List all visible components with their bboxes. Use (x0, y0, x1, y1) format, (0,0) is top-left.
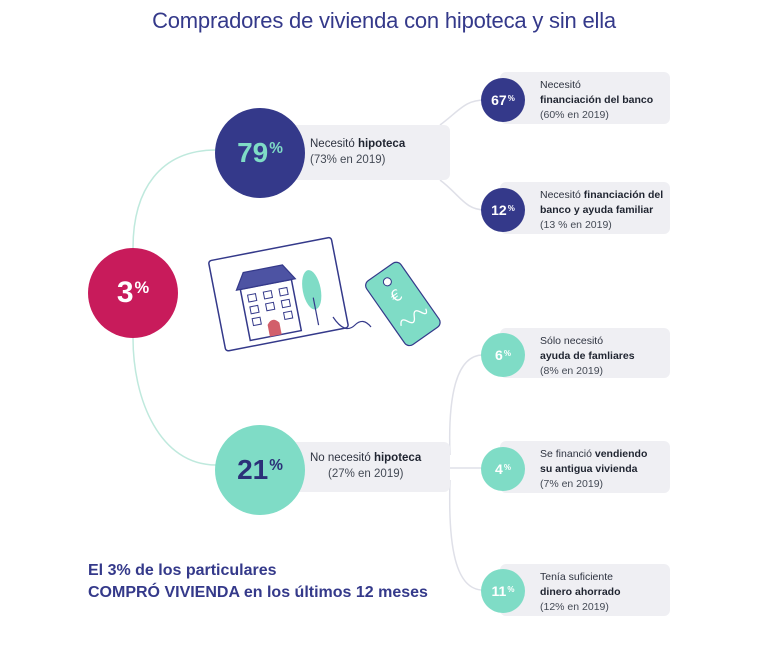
connector-79-67 (439, 99, 486, 126)
no-mortgage-sub: (27% en 2019) (328, 468, 404, 480)
sold-home-line1-strong: vendiendo (594, 448, 648, 460)
family-help-box: Sólo necesitó ayuda de famliares (8% en … (500, 328, 670, 378)
bank-family-line1-strong: financiación del (583, 189, 664, 201)
summary-line2-rest: en los últimos 12 meses (239, 584, 428, 601)
mortgage-unit: % (269, 140, 283, 158)
family-help-value: 6 (495, 347, 503, 363)
savings-circle: 11% (481, 569, 525, 613)
bank-financing-value: 67 (491, 92, 507, 108)
sold-home-line2: su antigua vivienda (540, 463, 638, 475)
bank-financing-line1: Necesitó (540, 79, 581, 91)
connector-root-79 (132, 149, 217, 249)
family-help-line2: ayuda de famliares (540, 350, 635, 362)
no-mortgage-label-strong: hipoteca (373, 452, 422, 464)
mortgage-label: Necesitó hipoteca (310, 136, 450, 152)
summary-line2-strong: COMPRÓ VIVIENDA (88, 584, 240, 601)
no-mortgage-label: No necesitó hipoteca (310, 450, 450, 466)
bank-financing-box: Necesitó financiación del banco (60% en … (500, 72, 670, 124)
bank-financing-line2: financiación del banco (540, 94, 654, 106)
savings-line2: dinero ahorrado (540, 586, 621, 598)
family-help-sub: (8% en 2019) (540, 365, 604, 377)
family-help-line1: Sólo necesitó (540, 335, 604, 347)
house-card-and-euro-tag-illustration: € (208, 236, 441, 352)
savings-sub: (12% en 2019) (540, 601, 609, 613)
no-mortgage-value: 21 (237, 454, 269, 485)
sold-home-line1-prefix: Se financió (540, 448, 595, 460)
mortgage-percentage-circle: 79% (215, 108, 305, 198)
mortgage-value: 79 (237, 137, 269, 168)
connector-79-12 (439, 179, 486, 211)
savings-box: Tenía suficiente dinero ahorrado (12% en… (500, 564, 670, 616)
sold-home-value: 4 (495, 461, 503, 477)
sold-home-circle: 4% (481, 447, 525, 491)
connector-root-21 (132, 337, 217, 466)
bank-financing-sub: (60% en 2019) (540, 109, 609, 121)
no-mortgage-label-box: No necesitó hipoteca (27% en 2019) (290, 442, 450, 492)
root-percentage-circle: 3% (88, 248, 178, 338)
no-mortgage-unit: % (269, 457, 283, 475)
mortgage-label-box: Necesitó hipoteca (73% en 2019) (290, 125, 450, 180)
bank-family-value: 12 (491, 202, 507, 218)
sold-home-sub: (7% en 2019) (540, 478, 604, 490)
bank-family-sub: (13 % en 2019) (540, 219, 612, 231)
no-mortgage-label-prefix: No necesitó (310, 452, 374, 464)
summary-line1: El 3% de los particulares (88, 562, 277, 579)
root-value: 3 (116, 276, 134, 309)
connector-21-11 (448, 479, 484, 591)
connector-21-6 (448, 354, 484, 456)
summary-footer: El 3% de los particulares COMPRÓ VIVIEND… (88, 560, 428, 604)
bank-financing-unit: % (507, 93, 515, 103)
bank-financing-circle: 67% (481, 78, 525, 122)
sold-home-box: Se financió vendiendo su antigua viviend… (500, 441, 670, 493)
mortgage-sub: (73% en 2019) (310, 154, 386, 166)
savings-value: 11 (491, 583, 507, 599)
sold-home-unit: % (503, 462, 511, 472)
bank-family-circle: 12% (481, 188, 525, 232)
mortgage-label-strong: hipoteca (357, 138, 406, 150)
sold-home-line1: Se financió vendiendo (540, 447, 670, 462)
bank-family-box: Necesitó financiación del banco y ayuda … (500, 182, 670, 234)
bank-family-line2: banco y ayuda familiar (540, 204, 654, 216)
family-help-unit: % (503, 348, 511, 358)
savings-line1: Tenía suficiente (540, 571, 613, 583)
summary-line2: COMPRÓ VIVIENDA en los últimos 12 meses (88, 582, 428, 604)
bank-family-unit: % (507, 203, 515, 213)
bank-family-line1-prefix: Necesitó (540, 189, 584, 201)
page-title: Compradores de vivienda con hipoteca y s… (152, 8, 616, 33)
family-help-circle: 6% (481, 333, 525, 377)
root-unit: % (134, 279, 150, 298)
savings-unit: % (507, 584, 515, 594)
bank-family-line1: Necesitó financiación del (540, 188, 670, 203)
no-mortgage-percentage-circle: 21% (215, 425, 305, 515)
mortgage-label-prefix: Necesitó (310, 138, 358, 150)
